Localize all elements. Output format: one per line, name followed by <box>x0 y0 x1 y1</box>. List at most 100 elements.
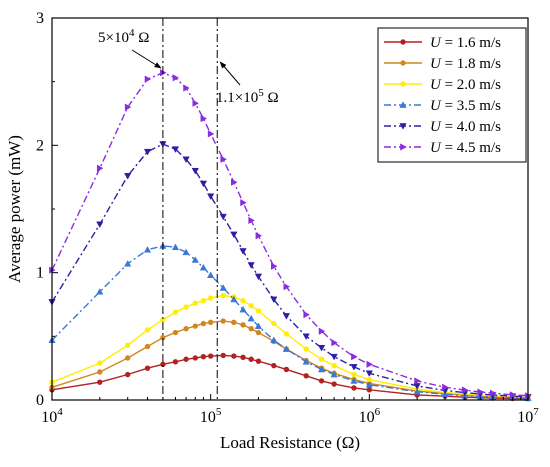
y-axis-label: Average power (mW) <box>5 135 24 283</box>
data-point <box>172 359 179 365</box>
data-point <box>125 355 131 361</box>
data-point <box>125 342 131 348</box>
legend-label: U = 2.0 m/s <box>430 77 501 93</box>
x-axis-label: Load Resistance (Ω) <box>220 433 360 452</box>
data-point <box>270 296 278 304</box>
data-point <box>143 246 152 253</box>
series-u-4-5-m-s <box>49 69 532 400</box>
legend-box <box>377 27 527 163</box>
data-point <box>239 248 247 255</box>
data-point <box>248 325 254 332</box>
series-u-1-8-m-s <box>49 318 531 401</box>
data-point <box>97 360 103 366</box>
x-tick-label: 107 <box>517 406 539 426</box>
data-point <box>248 356 254 362</box>
legend-label: U = 4.5 m/s <box>430 140 501 156</box>
data-point <box>350 364 358 371</box>
data-point <box>200 114 208 123</box>
data-point <box>270 336 278 343</box>
data-point <box>230 231 238 239</box>
data-point <box>172 329 179 336</box>
data-point <box>318 356 325 362</box>
data-point <box>302 358 310 365</box>
data-point <box>489 389 497 397</box>
data-point <box>282 345 290 352</box>
data-point <box>220 292 226 299</box>
data-point <box>442 383 449 391</box>
legend-label: U = 3.5 m/s <box>430 98 501 114</box>
legend: U = 1.6 m/s U = 1.8 m/s U = 2.0 m/s U = 3.5… <box>377 27 527 163</box>
data-point <box>477 388 484 396</box>
data-point <box>330 353 338 361</box>
data-point <box>413 383 421 390</box>
legend-entry-u-3-5-m-s: U = 3.5 m/s <box>384 98 501 114</box>
annotation-label: 5×104 Ω <box>98 27 149 46</box>
data-point <box>462 386 469 394</box>
data-point <box>318 378 325 384</box>
data-point <box>303 346 309 352</box>
data-point <box>199 263 208 271</box>
data-point <box>413 388 421 395</box>
legend-entry-u-4-5-m-s: U = 4.5 m/s <box>384 140 501 156</box>
data-point <box>192 355 198 361</box>
data-point <box>172 74 180 82</box>
data-point <box>207 295 214 301</box>
data-point <box>200 320 207 327</box>
data-point <box>219 284 227 291</box>
legend-entry-u-1-6-m-s: U = 1.6 m/s <box>384 35 501 51</box>
legend-entry-u-4-0-m-s: U = 4.0 m/s <box>384 119 501 135</box>
series-u-2-0-m-s <box>49 292 531 401</box>
data-point <box>318 327 326 335</box>
series-line <box>51 320 529 399</box>
x-tick-label: 106 <box>359 406 381 426</box>
data-point <box>366 360 374 368</box>
data-point <box>365 370 373 377</box>
series-u-3-5-m-s <box>48 242 532 402</box>
legend-swatch-marker <box>400 143 407 151</box>
data-point <box>96 221 104 228</box>
data-point <box>231 178 238 186</box>
annotation-arrow <box>219 61 241 86</box>
data-point <box>220 318 226 324</box>
data-point <box>200 297 207 304</box>
data-point <box>183 304 189 310</box>
x-tick-label: 104 <box>41 406 63 426</box>
data-point <box>331 339 338 347</box>
data-point <box>144 365 151 371</box>
data-point <box>303 311 310 319</box>
data-point <box>220 155 227 163</box>
legend-label: U = 4.0 m/s <box>430 119 501 135</box>
data-point <box>200 354 207 360</box>
data-point <box>219 213 227 221</box>
data-point <box>183 84 190 92</box>
legend-swatch-marker <box>399 123 407 130</box>
y-tick-label: 2 <box>36 137 44 154</box>
data-point <box>124 103 132 111</box>
annotation-label: 1.1×105 Ω <box>216 87 279 106</box>
series-line <box>51 143 529 398</box>
data-point <box>191 167 199 175</box>
y-tick-label: 3 <box>36 10 44 27</box>
data-point <box>182 248 190 256</box>
data-point <box>351 371 357 378</box>
data-point <box>182 156 190 164</box>
legend-swatch-marker <box>400 60 406 66</box>
data-point <box>207 193 215 200</box>
data-point <box>271 320 277 327</box>
data-point <box>144 343 151 350</box>
legend-entry-u-1-8-m-s: U = 1.8 m/s <box>384 56 501 72</box>
annotation-arrow <box>131 49 162 69</box>
data-point <box>172 309 179 315</box>
data-point <box>96 288 104 295</box>
data-point <box>366 387 373 393</box>
data-point <box>143 148 152 156</box>
data-point <box>302 333 310 341</box>
data-point <box>192 323 198 329</box>
data-point <box>191 256 199 263</box>
data-point <box>350 377 358 384</box>
data-point <box>330 370 338 378</box>
axes: 0 1 2 3 104 105 106 107 <box>36 10 539 426</box>
data-point <box>207 271 215 279</box>
data-point <box>248 303 254 309</box>
